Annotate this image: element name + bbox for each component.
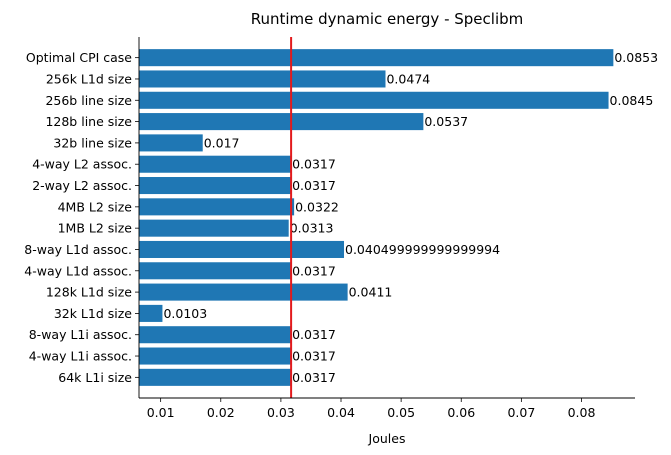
bar-value-label: 0.0537 [424,114,468,129]
bar [139,240,345,258]
bar [139,91,609,109]
category-label: 32k L1d size [54,306,132,321]
bar [139,155,292,173]
bar-value-label: 0.0317 [292,178,336,193]
bar-value-label: 0.0317 [292,349,336,364]
bar [139,198,295,216]
chart-title: Runtime dynamic energy - Speclibm [251,10,524,28]
category-label: 128b line size [45,114,132,129]
bar-value-label: 0.040499999999999994 [345,242,500,257]
category-label: 256b line size [45,93,132,108]
bar [139,347,292,365]
category-label: 4MB L2 size [58,199,133,214]
bar-value-label: 0.0317 [292,370,336,385]
category-label: 2-way L2 assoc. [32,178,132,193]
category-label: 8-way L1i assoc. [29,327,132,342]
category-label: 4-way L1d assoc. [24,263,132,278]
bar [139,326,292,344]
category-label: 32b line size [53,135,132,150]
bar-value-label: 0.017 [204,135,240,150]
x-tick-label: 0.08 [568,405,596,420]
x-tick-label: 0.06 [447,405,475,420]
bar [139,219,289,237]
x-tick-label: 0.04 [327,405,355,420]
category-label: 1MB L2 size [58,221,133,236]
bar [139,368,292,386]
bar [139,304,163,322]
x-tick-label: 0.02 [207,405,235,420]
bar-value-label: 0.0322 [295,199,339,214]
bar [139,113,424,131]
bar [139,70,386,88]
x-axis-label: Joules [368,431,406,446]
bar-value-label: 0.0845 [610,93,654,108]
bar-value-label: 0.0317 [292,157,336,172]
bar-value-label: 0.0853 [614,50,658,65]
x-tick-label: 0.07 [507,405,535,420]
bar [139,283,348,301]
category-label: 64k L1i size [58,370,132,385]
bar [139,177,292,195]
bar-value-label: 0.0317 [292,263,336,278]
bar-value-label: 0.0474 [386,71,430,86]
category-label: 128k L1d size [46,285,132,300]
bar-value-label: 0.0317 [292,327,336,342]
bar-value-label: 0.0103 [163,306,207,321]
bar-value-label: 0.0411 [349,285,393,300]
bar-value-label: 0.0313 [290,221,334,236]
x-axis-ticks-group: 0.01 0.02 0.03 0.04 0.05 0.06 0.07 0.08 [147,398,596,420]
x-tick-label: 0.01 [147,405,175,420]
value-labels-group: 0.0853 0.0474 0.0845 0.0537 0.017 0.0317 0.031… [163,50,658,385]
bar [139,49,614,67]
bar [139,262,292,280]
category-label: 4-way L2 assoc. [32,157,132,172]
category-label: Optimal CPI case [26,50,132,65]
category-label: 256k L1d size [46,71,132,86]
x-tick-label: 0.05 [387,405,415,420]
category-label: 8-way L1d assoc. [24,242,132,257]
x-tick-label: 0.03 [267,405,295,420]
bars-group [139,49,614,386]
bar [139,134,203,152]
category-labels-group: Optimal CPI case 256k L1d size 256b line s… [24,50,139,385]
category-label: 4-way L1i assoc. [29,349,132,364]
